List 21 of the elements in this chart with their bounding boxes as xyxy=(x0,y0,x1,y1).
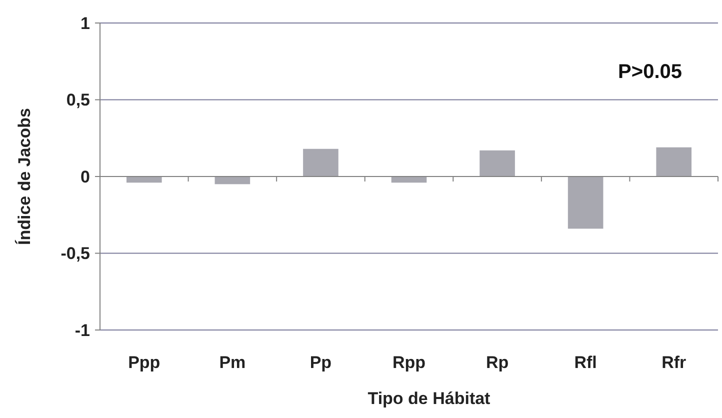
bar xyxy=(480,150,515,176)
x-tick-label: Rfr xyxy=(662,353,687,372)
x-tick-label: Pm xyxy=(219,353,246,372)
y-tick-label: 1 xyxy=(80,14,90,33)
bar xyxy=(303,148,338,176)
x-tick-label: Ppp xyxy=(128,353,160,372)
bar xyxy=(656,147,692,176)
x-tick-label: Pp xyxy=(310,353,332,372)
y-tick-label: 0,5 xyxy=(66,90,90,110)
y-tick-label: 0 xyxy=(80,167,90,186)
y-axis-title: Índice de Jacobs xyxy=(14,108,34,245)
bar xyxy=(568,176,604,229)
annotation: P>0.05 xyxy=(618,61,682,83)
x-tick-label: Rp xyxy=(486,353,509,372)
y-tick-label: -1 xyxy=(74,320,90,340)
bar xyxy=(214,176,250,184)
x-tick-label: Rpp xyxy=(392,353,426,372)
y-tick-label: -0,5 xyxy=(60,244,90,264)
bar xyxy=(126,176,162,183)
x-axis-title: Tipo de Hábitat xyxy=(368,389,491,408)
x-tick-label: Rfl xyxy=(574,353,597,372)
